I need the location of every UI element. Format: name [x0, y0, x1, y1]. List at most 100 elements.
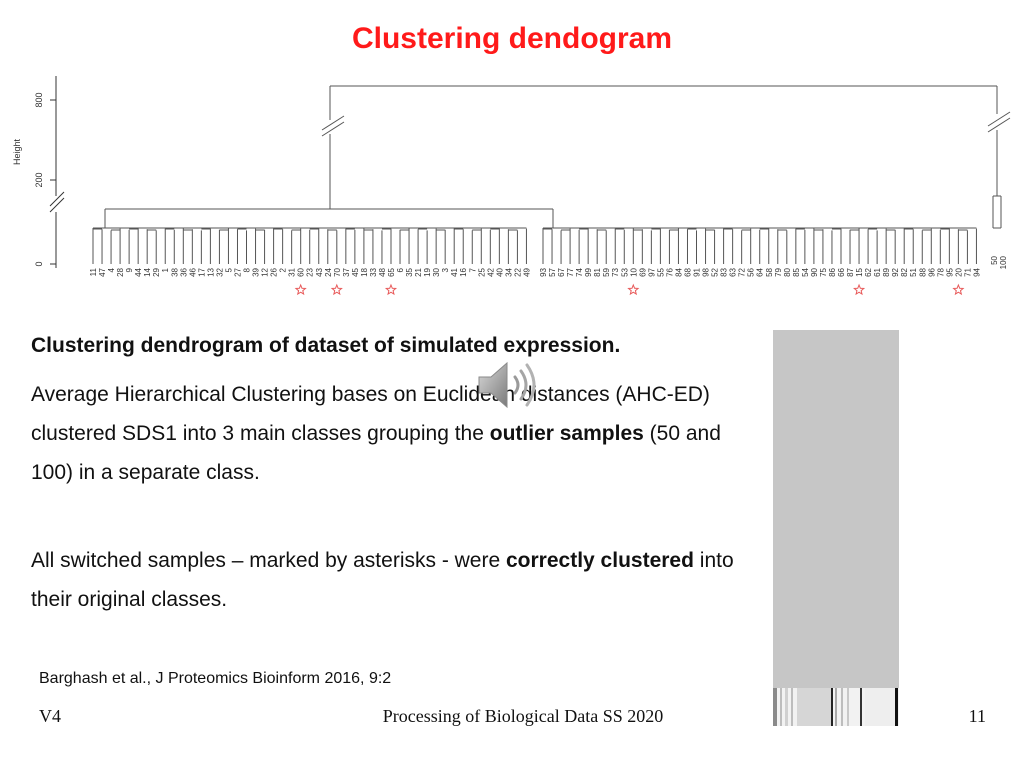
switched-samples-paragraph: All switched samples – marked by asteris…	[31, 541, 761, 619]
description-paragraph: Average Hierarchical Clustering bases on…	[31, 375, 761, 492]
leaf-label: 64	[756, 267, 765, 276]
outlier-samples-emphasis: outlier samples	[489, 422, 644, 445]
leaf-label: 59	[602, 267, 611, 276]
switched-text-1: All switched samples – marked by asteris…	[31, 549, 506, 572]
leaf-label: 92	[891, 267, 900, 276]
leaf-label: 69	[638, 267, 647, 276]
leaf-label: 53	[620, 267, 629, 276]
leaf-label: 43	[315, 267, 324, 276]
leaf-label: 94	[972, 267, 981, 276]
leaf-label: 20	[954, 267, 963, 276]
description-text-2: (50 and 100) in a separate class.	[31, 422, 721, 484]
description-text-1: Average Hierarchical Clustering bases on…	[31, 383, 710, 445]
leaf-label: 60	[297, 267, 306, 276]
leaf-label: 18	[360, 267, 369, 276]
leaf-label: 46	[188, 267, 197, 276]
leaf-label: 2	[279, 267, 288, 272]
leaf-label: 52	[711, 267, 720, 276]
leaf-label: 16	[459, 267, 468, 276]
switched-text-2: into their original classes.	[31, 549, 734, 611]
leaf-label: 73	[611, 267, 620, 276]
leaf-label: 27	[233, 267, 242, 276]
asterisk-marker	[853, 283, 866, 296]
leaf-label: 96	[927, 267, 936, 276]
branch-break	[321, 121, 345, 137]
leaf-label: 38	[170, 267, 179, 276]
branch-break	[987, 111, 1011, 127]
leaf-label: 41	[450, 267, 459, 276]
leaf-label: 42	[486, 267, 495, 276]
leaf-label: 7	[468, 267, 477, 272]
leaf-label: 55	[656, 267, 665, 276]
leaf-label: 22	[513, 267, 522, 276]
leaf-label: 78	[936, 267, 945, 276]
leaf-label: 36	[179, 267, 188, 276]
image-placeholder-panel	[773, 330, 899, 726]
leaf-label: 74	[575, 267, 584, 276]
leaf-label: 51	[909, 267, 918, 276]
dendrogram-tree	[92, 85, 1011, 264]
leaf-label: 95	[945, 267, 954, 276]
leaf-label: 88	[918, 267, 927, 276]
leaf-label-outlier: 100	[999, 255, 1008, 269]
leaf-label: 93	[539, 267, 548, 276]
leaf-label: 48	[378, 267, 387, 276]
branch-break	[987, 117, 1011, 133]
y-axis: 0 200 800 Height	[12, 76, 65, 268]
leaf-label: 35	[405, 267, 414, 276]
leaf-label: 97	[647, 267, 656, 276]
leaf-label: 21	[414, 267, 423, 276]
leaf-label: 86	[828, 267, 837, 276]
leaf-label: 24	[324, 267, 333, 276]
speaker-icon[interactable]	[475, 355, 547, 415]
asterisk-marker	[384, 283, 398, 296]
leaf-label: 76	[665, 267, 674, 276]
leaf-label: 6	[396, 267, 405, 272]
leaf-label: 45	[351, 267, 360, 276]
asterisk-marker	[627, 283, 640, 296]
leaf-label-outlier: 50	[990, 255, 999, 264]
leaf-label: 83	[720, 267, 729, 276]
leaf-label: 84	[674, 267, 683, 276]
leaf-label: 85	[792, 267, 801, 276]
leaf-label: 98	[702, 267, 711, 276]
leaf-label: 29	[152, 267, 161, 276]
leaf-label: 65	[387, 267, 396, 276]
y-axis-break	[49, 191, 65, 207]
leaf-label: 32	[215, 267, 224, 276]
leaf-label: 81	[593, 267, 602, 276]
leaf-label: 23	[306, 267, 315, 276]
leaf-label: 58	[765, 267, 774, 276]
leaf-label: 62	[864, 267, 873, 276]
leaf-label: 68	[683, 267, 692, 276]
leaf-label: 79	[774, 267, 783, 276]
leaf-label: 63	[729, 267, 738, 276]
leaf-label: 71	[963, 267, 972, 276]
y-axis-break	[49, 197, 65, 213]
footer-version: V4	[39, 706, 61, 726]
leaf-label: 54	[801, 267, 810, 276]
y-tick-label: 800	[34, 92, 44, 107]
heatmap-strip	[773, 688, 899, 726]
leaf-label: 56	[747, 267, 756, 276]
leaf-label: 44	[134, 267, 143, 276]
leaf-label: 14	[143, 267, 152, 276]
leaf-label: 39	[252, 267, 261, 276]
asterisk-marker	[952, 283, 965, 296]
asterisk-markers	[294, 283, 965, 296]
leaf-label: 49	[522, 267, 531, 276]
leaf-label: 4	[107, 267, 116, 272]
y-tick-label: 200	[34, 172, 44, 187]
leaf-label: 37	[342, 267, 351, 276]
leaf-label: 26	[270, 267, 279, 276]
leaf-label: 8	[243, 267, 252, 272]
leaf-label: 19	[423, 267, 432, 276]
leaf-label: 3	[441, 267, 450, 272]
leaf-label: 33	[369, 267, 378, 276]
leaf-label: 1	[161, 267, 170, 272]
leaf-label: 31	[288, 267, 297, 276]
leaf-label: 25	[477, 267, 486, 276]
leaf-label: 13	[206, 267, 215, 276]
leaf-label: 82	[900, 267, 909, 276]
